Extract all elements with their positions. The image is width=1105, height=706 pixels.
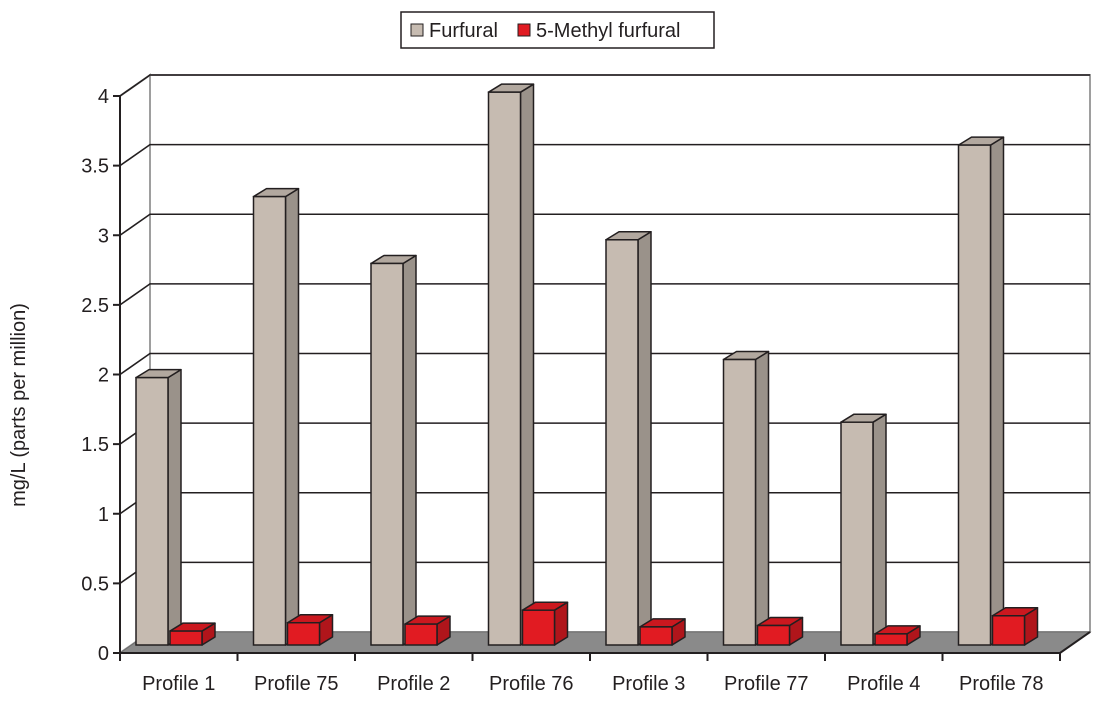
x-tick-label: Profile 78: [959, 673, 1044, 695]
gridline: [119, 352, 1090, 376]
bar-5-methyl-furfural-profile-76: [521, 601, 569, 646]
bar-furfural-profile-2: [370, 254, 417, 646]
bar-front: [957, 144, 992, 646]
bar-front: [135, 376, 169, 646]
legend-box: [400, 11, 715, 49]
bar-5-methyl-furfural-profile-4: [874, 625, 921, 646]
bar-furfural-profile-75: [252, 187, 300, 646]
bar-front: [756, 624, 791, 646]
legend-label-furfural: Furfural: [429, 20, 498, 42]
x-tick-label: Profile 77: [724, 673, 809, 695]
bar-side: [989, 136, 1005, 646]
bar-front: [252, 195, 287, 646]
bar-front: [639, 626, 673, 646]
y-tick-label: 3: [98, 225, 109, 247]
x-tick-label: Profile 1: [142, 673, 215, 695]
bar-side: [637, 231, 652, 646]
bar-front: [404, 623, 438, 646]
bar-front: [169, 630, 203, 646]
bar-side: [872, 413, 887, 646]
bar-front: [605, 239, 639, 646]
bar-5-methyl-furfural-profile-75: [286, 613, 334, 646]
bar-furfural-profile-4: [840, 413, 887, 646]
bars: [135, 83, 1039, 646]
y-tick-label: 1: [98, 504, 109, 526]
x-tick-label: Profile 3: [612, 673, 685, 695]
y-tick-label: 0: [98, 643, 109, 665]
bar-front: [840, 421, 874, 646]
gridline: [119, 283, 1090, 306]
legend-swatch-5-methyl-furfural: [517, 23, 531, 37]
bar-furfural-profile-77: [722, 350, 770, 646]
bar-furfural-profile-78: [957, 136, 1005, 646]
y-tick-labels: 0 0.5 1 1.5 2 2.5 3 3.5 4: [81, 86, 120, 665]
y-tick-label: 2: [98, 365, 109, 387]
x-tick-label: Profile 75: [254, 673, 339, 695]
bar-front: [286, 621, 321, 646]
bar-5-methyl-furfural-profile-78: [991, 607, 1039, 646]
bar-side: [754, 350, 770, 646]
bar-5-methyl-furfural-profile-2: [404, 615, 451, 646]
bar-5-methyl-furfural-profile-1: [169, 622, 216, 646]
bar-front: [874, 633, 908, 646]
bar-side: [167, 368, 182, 646]
bar-furfural-profile-1: [135, 368, 182, 646]
legend-swatch-furfural: [410, 23, 424, 37]
bar-furfural-profile-76: [487, 83, 535, 646]
gridline: [119, 74, 1090, 97]
bar-front: [521, 609, 556, 646]
bar-side: [402, 254, 417, 646]
bar-furfural-profile-3: [605, 231, 652, 646]
bar-front: [487, 91, 522, 646]
x-tick-label: Profile 2: [377, 673, 450, 695]
bar-side: [284, 187, 300, 646]
y-tick-label: 2.5: [81, 295, 109, 317]
x-tick-labels: Profile 1 Profile 75 Profile 2 Profile 76 Pr…: [119, 653, 1061, 695]
gridlines: [119, 74, 1090, 585]
bar-5-methyl-furfural-profile-3: [639, 618, 686, 646]
x-tick-label: Profile 76: [489, 673, 574, 695]
gridline: [119, 213, 1090, 236]
legend: Furfural 5-Methyl furfural: [400, 11, 715, 49]
y-tick-label: 0.5: [81, 573, 109, 595]
y-tick-label: 1.5: [81, 434, 109, 456]
bar-5-methyl-furfural-profile-77: [756, 616, 804, 646]
y-tick-label: 3.5: [81, 156, 109, 178]
y-axis-label: mg/L (parts per million): [8, 303, 30, 507]
legend-label-5-methyl-furfural: 5-Methyl furfural: [536, 20, 681, 42]
bar-front: [370, 262, 404, 646]
x-tick-label: Profile 4: [847, 673, 920, 695]
gridline: [119, 143, 1090, 167]
y-tick-label: 4: [98, 86, 109, 108]
bar-front: [722, 358, 757, 646]
bar-front: [991, 615, 1026, 646]
bar-side: [519, 83, 535, 646]
